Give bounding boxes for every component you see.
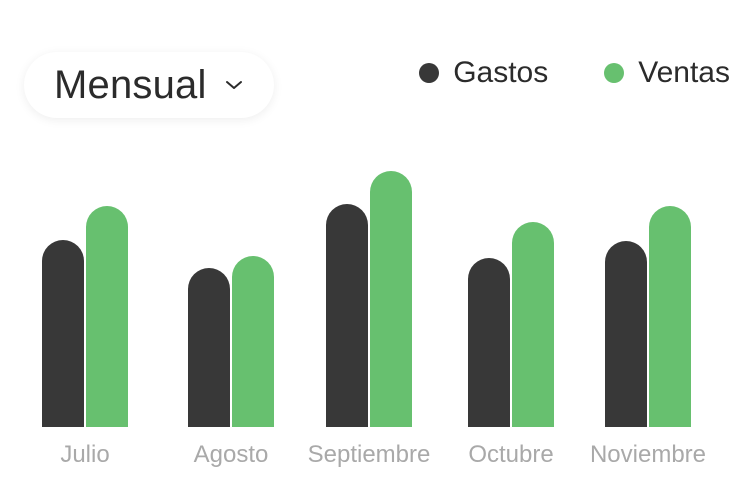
period-dropdown[interactable]: Mensual xyxy=(24,52,274,118)
bar-ventas-noviembre xyxy=(649,206,691,427)
legend-dot-ventas xyxy=(604,63,625,83)
legend-item-gastos: Gastos xyxy=(419,56,548,90)
bar-gastos-septiembre xyxy=(326,204,368,427)
x-tick-label-agosto: Agosto xyxy=(194,441,269,468)
legend-item-ventas: Ventas xyxy=(604,56,730,90)
bar-gastos-julio xyxy=(42,240,84,427)
bar-gastos-agosto xyxy=(188,268,230,427)
legend-label-ventas: Ventas xyxy=(638,56,730,89)
legend-dot-gastos xyxy=(419,63,440,83)
bar-ventas-septiembre xyxy=(370,171,412,427)
chart-legend: Gastos Ventas xyxy=(419,56,730,90)
x-tick-label-noviembre: Noviembre xyxy=(590,441,706,468)
bar-ventas-octubre xyxy=(512,222,554,427)
bar-ventas-julio xyxy=(86,206,128,427)
x-tick-label-octubre: Octubre xyxy=(468,441,553,468)
bar-gastos-noviembre xyxy=(605,241,647,427)
x-tick-label-julio: Julio xyxy=(60,441,109,468)
x-tick-label-septiembre: Septiembre xyxy=(308,441,431,468)
chevron-down-icon xyxy=(225,79,243,91)
legend-label-gastos: Gastos xyxy=(453,56,549,89)
bar-gastos-octubre xyxy=(468,258,510,427)
bar-ventas-agosto xyxy=(232,256,274,427)
period-dropdown-label: Mensual xyxy=(54,62,207,107)
